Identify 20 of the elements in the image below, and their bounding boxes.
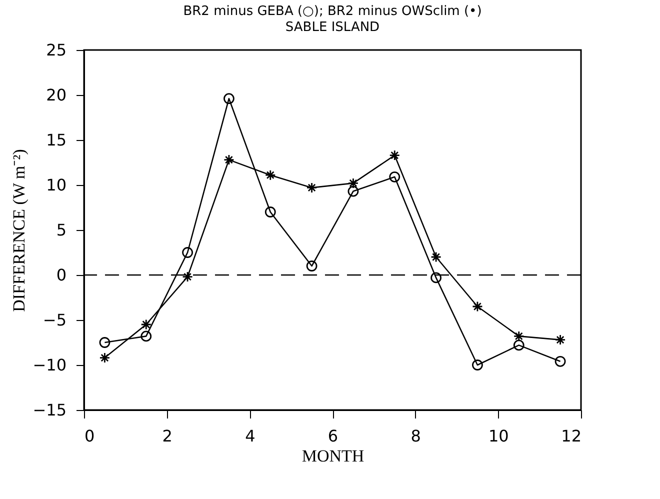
chart-title: BR2 minus GEBA (○); BR2 minus OWSclim (•) (183, 4, 482, 19)
x-tick-label: 2 (162, 426, 172, 446)
y-tick-label: −10 (32, 356, 66, 374)
x-tick-label: 4 (245, 426, 256, 446)
y-tick-label: 25 (46, 40, 66, 60)
y-axis-title: DIFFERENCE (W m⁻²) (10, 149, 29, 312)
y-tick-label: 5 (56, 220, 66, 240)
x-tick-label: 0 (84, 426, 95, 446)
y-tick-label: −15 (32, 400, 66, 420)
x-axis-title: MONTH (302, 446, 364, 466)
x-tick-label: 8 (410, 426, 421, 446)
y-tick-label: 0 (56, 266, 66, 284)
y-tick-label: −5 (42, 310, 66, 330)
chart-subtitle: SABLE ISLAND (285, 20, 380, 35)
x-tick-label: 10 (488, 426, 509, 446)
y-tick-label: 20 (46, 86, 66, 104)
x-tick-label: 12 (561, 426, 582, 446)
y-tick-label: 15 (46, 130, 66, 150)
x-tick-label: 6 (328, 426, 338, 446)
y-tick-label: 10 (46, 176, 66, 194)
